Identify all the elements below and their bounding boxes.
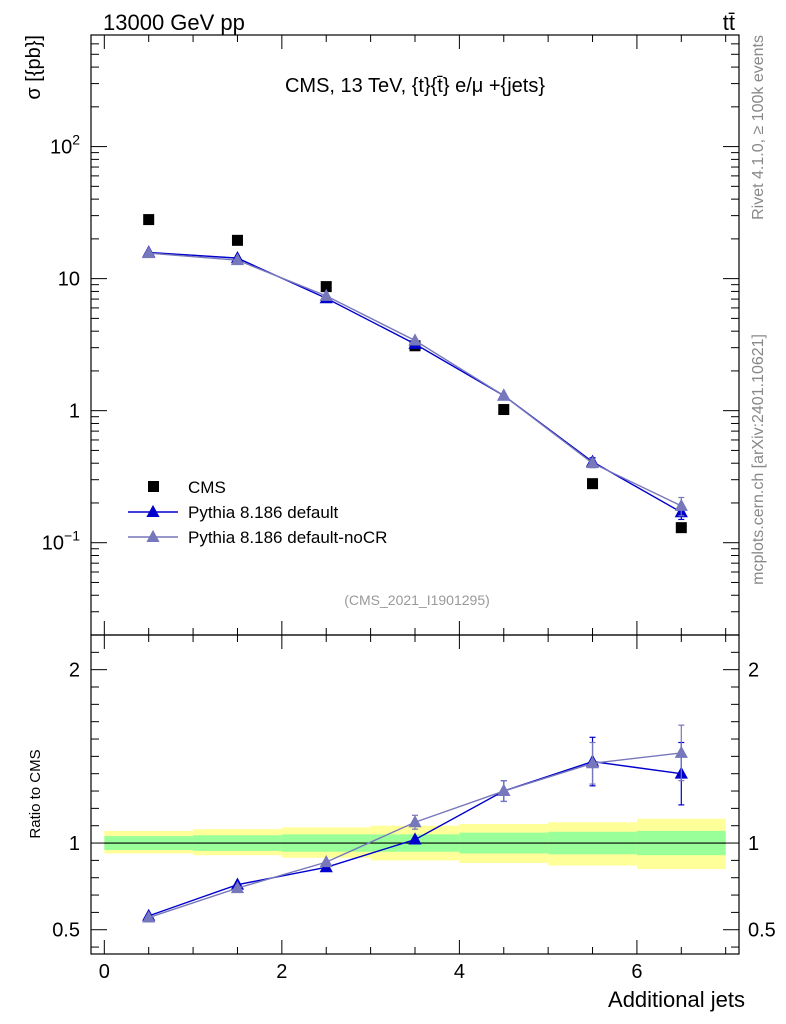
pythia-nocr-point	[497, 388, 511, 401]
ratio-nocr-point	[230, 880, 245, 894]
ratio-y-tick-label: 2	[69, 660, 80, 682]
pythia-default-line	[148, 251, 682, 513]
header-right: tt̄	[723, 10, 735, 35]
analysis-id: (CMS_2021_I1901295)	[344, 592, 490, 608]
rivet-label: Rivet 4.1.0, ≥ 100k events	[750, 35, 767, 220]
ratio-y-tick-label-right: 0.5	[748, 920, 776, 942]
cms-point	[675, 522, 687, 534]
ratio-y-tick-label-right: 2	[748, 660, 759, 682]
legend-label: CMS	[188, 478, 226, 497]
pythia-nocr-line	[148, 252, 682, 507]
ratio-y-tick-label: 1	[69, 833, 80, 855]
y-tick-label: 10	[58, 269, 80, 291]
pythia-nocr-point	[230, 253, 245, 266]
ratio-ylabel: Ratio to CMS	[27, 749, 44, 838]
ratio-nocr-point	[408, 815, 422, 828]
legend: CMS Pythia 8.186 default Pythia 8.186 defa…	[128, 478, 387, 547]
ratio-nocr-point	[674, 745, 688, 758]
mcplots-label: mcplots.cern.ch [arXiv:2401.10621]	[750, 334, 767, 585]
x-tick-label: 2	[276, 961, 287, 983]
ratio-frame	[90, 634, 740, 955]
cms-point	[587, 478, 599, 490]
cms-point	[320, 281, 332, 293]
y-tick-label: 102	[50, 132, 80, 159]
pythia-nocr-point	[674, 498, 688, 511]
x-tick-label: 4	[454, 961, 465, 983]
ratio-panel: 0.5 0.5 1 1 2 2 0 2 4 6 Ratio to CMS Additional …	[27, 634, 776, 1012]
cms-point	[143, 214, 155, 226]
y-tick-label: 1	[69, 401, 80, 423]
x-tick-label: 6	[631, 961, 642, 983]
cms-point	[231, 234, 243, 246]
ratio-default-point	[408, 832, 422, 845]
ratio-nocr-point	[585, 756, 600, 769]
legend-label: Pythia 8.186 default-noCR	[188, 528, 387, 547]
pythia-nocr-point	[585, 456, 600, 469]
legend-marker	[146, 504, 160, 517]
ratio-y-tick-label-right: 1	[748, 833, 759, 855]
cms-point	[498, 404, 510, 416]
ratio-nocr-point	[319, 854, 333, 868]
pythia-nocr-point	[142, 245, 156, 259]
x-tick-label: 0	[99, 961, 110, 983]
pythia-nocr-point	[408, 333, 422, 346]
ratio-y-tick-label: 0.5	[52, 920, 80, 942]
y-tick-label: 10−1	[42, 528, 80, 555]
ratio-nocr-point	[497, 783, 511, 796]
legend-label: Pythia 8.186 default	[188, 503, 339, 522]
legend-marker-cms	[148, 481, 159, 492]
ratio-nocr-point	[142, 910, 156, 923]
main-panel: 10−1 1 10 102 CMS, 13 TeV, {t}{t̄} e/μ +{je…	[23, 34, 740, 636]
x-axis-label: Additional jets	[608, 987, 745, 1012]
main-title: CMS, 13 TeV, {t}{t̄} e/μ +{jets}	[285, 75, 545, 97]
main-ylabel: σ [{pb}]	[23, 35, 45, 100]
header-left: 13000 GeV pp	[103, 10, 245, 35]
pythia-nocr-point	[319, 288, 333, 301]
legend-marker	[146, 529, 160, 542]
